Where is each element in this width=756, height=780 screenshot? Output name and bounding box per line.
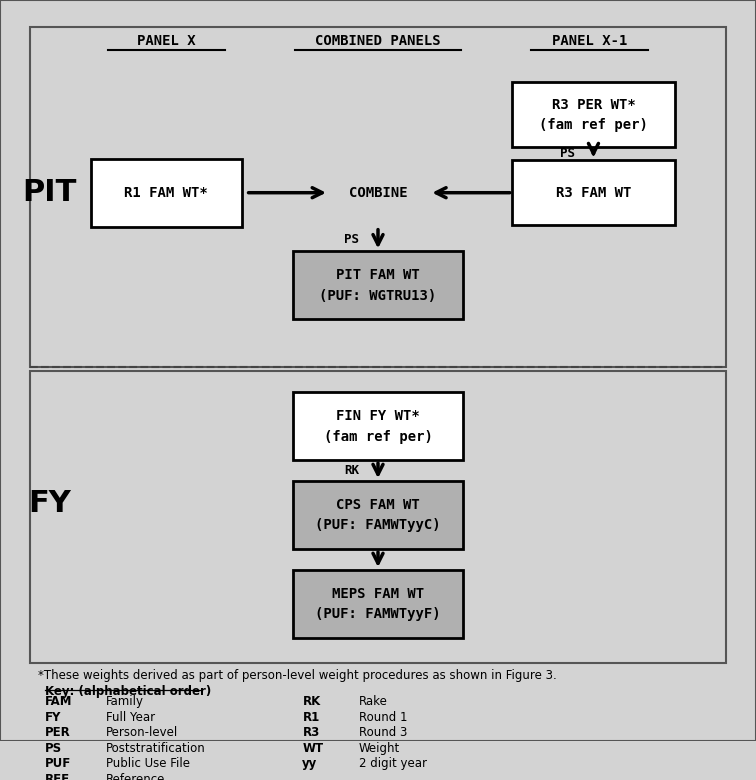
Text: 2 digit year: 2 digit year <box>359 757 427 771</box>
Text: R3 PER WT*: R3 PER WT* <box>552 98 635 112</box>
Text: R3: R3 <box>302 726 320 739</box>
Text: Round 3: Round 3 <box>359 726 407 739</box>
Text: PS: PS <box>45 742 63 755</box>
Text: RK: RK <box>344 464 359 477</box>
Text: PS: PS <box>559 147 575 161</box>
Text: Full Year: Full Year <box>106 711 155 724</box>
FancyBboxPatch shape <box>512 160 674 225</box>
Text: Reference: Reference <box>106 773 166 780</box>
FancyBboxPatch shape <box>30 27 726 367</box>
Text: Poststratification: Poststratification <box>106 742 206 755</box>
Text: (PUF: FAMWTyyC): (PUF: FAMWTyyC) <box>315 519 441 533</box>
Text: PANEL X: PANEL X <box>137 34 196 48</box>
FancyBboxPatch shape <box>293 392 463 460</box>
Text: CPS FAM WT: CPS FAM WT <box>336 498 420 512</box>
Text: PER: PER <box>45 726 71 739</box>
Text: WT: WT <box>302 742 324 755</box>
Text: FY: FY <box>45 711 62 724</box>
Text: R3 FAM WT: R3 FAM WT <box>556 186 631 200</box>
Text: REF: REF <box>45 773 70 780</box>
Text: R1: R1 <box>302 711 320 724</box>
FancyBboxPatch shape <box>91 158 242 227</box>
Text: MEPS FAM WT: MEPS FAM WT <box>332 587 424 601</box>
Text: Public Use File: Public Use File <box>106 757 190 771</box>
FancyBboxPatch shape <box>293 570 463 638</box>
Text: *These weights derived as part of person-level weight procedures as shown in Fig: *These weights derived as part of person… <box>38 668 556 682</box>
Text: FIN FY WT*: FIN FY WT* <box>336 409 420 423</box>
Text: FY: FY <box>28 490 70 519</box>
Text: COMBINE: COMBINE <box>349 186 407 200</box>
Text: Key: (alphabetical order): Key: (alphabetical order) <box>45 685 212 698</box>
Text: (fam ref per): (fam ref per) <box>539 119 648 133</box>
FancyBboxPatch shape <box>293 481 463 549</box>
FancyBboxPatch shape <box>293 251 463 320</box>
Text: (PUF: FAMWTyyF): (PUF: FAMWTyyF) <box>315 608 441 622</box>
Text: PIT: PIT <box>22 178 76 207</box>
Text: PIT FAM WT: PIT FAM WT <box>336 268 420 282</box>
FancyBboxPatch shape <box>30 370 726 663</box>
Text: PS: PS <box>344 232 359 246</box>
Text: PANEL X-1: PANEL X-1 <box>552 34 627 48</box>
Text: Round 1: Round 1 <box>359 711 407 724</box>
Text: (fam ref per): (fam ref per) <box>324 430 432 444</box>
Text: PUF: PUF <box>45 757 72 771</box>
Text: COMBINED PANELS: COMBINED PANELS <box>315 34 441 48</box>
Text: FAM: FAM <box>45 695 73 708</box>
Text: R1 FAM WT*: R1 FAM WT* <box>125 186 208 200</box>
Text: Family: Family <box>106 695 144 708</box>
Text: Rake: Rake <box>359 695 388 708</box>
Text: Weight: Weight <box>359 742 401 755</box>
Text: Person-level: Person-level <box>106 726 178 739</box>
Text: RK: RK <box>302 695 321 708</box>
FancyBboxPatch shape <box>512 82 674 147</box>
Text: yy: yy <box>302 757 318 771</box>
Text: (PUF: WGTRU13): (PUF: WGTRU13) <box>319 289 437 303</box>
